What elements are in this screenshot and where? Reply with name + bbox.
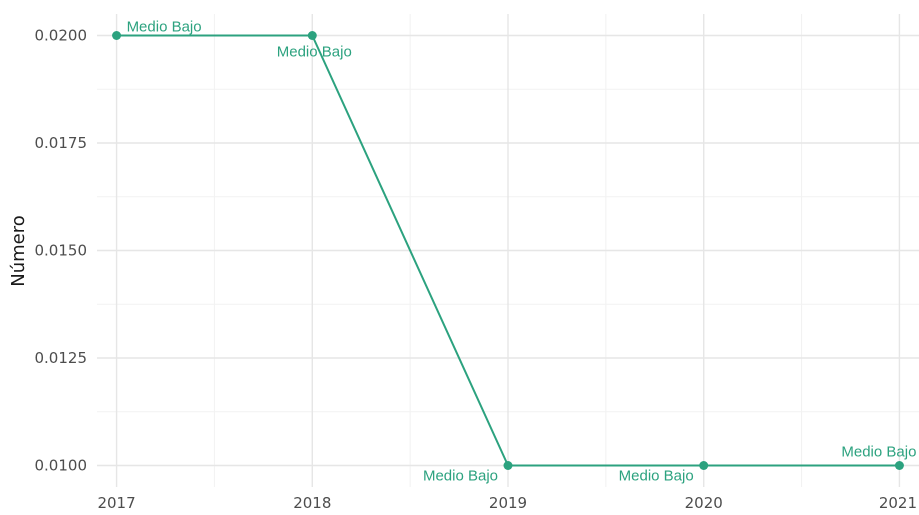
data-point — [699, 461, 709, 470]
y-tick-label: 0.0125 — [35, 349, 88, 367]
series-layer — [112, 31, 904, 470]
data-label: Medio Bajo — [423, 468, 498, 485]
y-axis-title: Número — [8, 215, 29, 287]
y-tick-label: 0.0200 — [35, 27, 88, 45]
data-label: Medio Bajo — [277, 44, 352, 61]
point-labels: Medio Bajo Medio Bajo Medio Bajo Medio Bajo… — [127, 19, 917, 485]
data-label: Medio Bajo — [619, 468, 694, 485]
data-label: Medio Bajo — [841, 444, 916, 461]
x-tick-label: 2021 — [879, 494, 917, 512]
y-tick-label: 0.0175 — [35, 134, 88, 152]
data-point — [307, 31, 317, 40]
major-gridlines — [97, 14, 919, 487]
x-tick-label: 2020 — [685, 494, 723, 512]
x-tick-label: 2017 — [97, 494, 135, 512]
data-point — [503, 461, 513, 470]
data-point — [894, 461, 904, 470]
y-tick-label: 0.0100 — [35, 457, 88, 475]
x-axis-ticks: 2017 2018 2019 2020 2021 — [97, 494, 917, 512]
y-tick-label: 0.0150 — [35, 242, 88, 260]
data-point — [112, 31, 122, 40]
y-axis-ticks: 0.0100 0.0125 0.0150 0.0175 0.0200 — [35, 27, 88, 475]
x-tick-label: 2018 — [293, 494, 331, 512]
data-label: Medio Bajo — [127, 19, 202, 36]
x-tick-label: 2019 — [489, 494, 527, 512]
